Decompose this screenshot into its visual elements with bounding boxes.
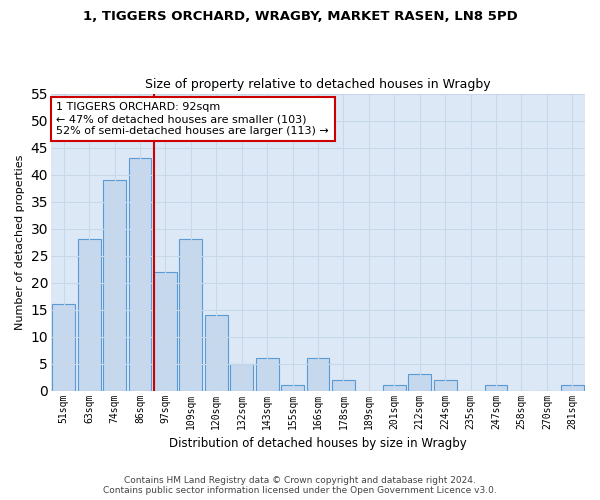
X-axis label: Distribution of detached houses by size in Wragby: Distribution of detached houses by size …: [169, 437, 467, 450]
Text: 1, TIGGERS ORCHARD, WRAGBY, MARKET RASEN, LN8 5PD: 1, TIGGERS ORCHARD, WRAGBY, MARKET RASEN…: [83, 10, 517, 23]
Bar: [485, 385, 508, 390]
Bar: [103, 180, 126, 390]
Title: Size of property relative to detached houses in Wragby: Size of property relative to detached ho…: [145, 78, 491, 91]
Bar: [383, 385, 406, 390]
Bar: [281, 385, 304, 390]
Bar: [52, 304, 75, 390]
Bar: [434, 380, 457, 390]
Bar: [128, 158, 151, 390]
Bar: [77, 240, 101, 390]
Bar: [307, 358, 329, 390]
Bar: [230, 364, 253, 390]
Bar: [154, 272, 177, 390]
Bar: [256, 358, 278, 390]
Text: Contains HM Land Registry data © Crown copyright and database right 2024.
Contai: Contains HM Land Registry data © Crown c…: [103, 476, 497, 495]
Bar: [561, 385, 584, 390]
Y-axis label: Number of detached properties: Number of detached properties: [15, 154, 25, 330]
Bar: [332, 380, 355, 390]
Bar: [408, 374, 431, 390]
Text: 1 TIGGERS ORCHARD: 92sqm
← 47% of detached houses are smaller (103)
52% of semi-: 1 TIGGERS ORCHARD: 92sqm ← 47% of detach…: [56, 102, 329, 136]
Bar: [205, 315, 228, 390]
Bar: [179, 240, 202, 390]
